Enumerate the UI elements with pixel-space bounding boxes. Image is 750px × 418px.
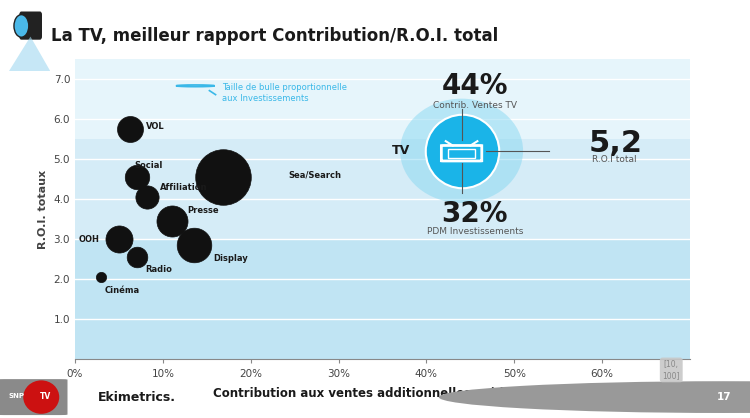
- Point: [130, 254, 142, 260]
- Text: Ekimetrics.: Ekimetrics.: [98, 390, 176, 404]
- Text: VOL: VOL: [146, 122, 165, 131]
- Point: [124, 125, 136, 132]
- Text: 44%: 44%: [442, 72, 508, 100]
- Text: PDM Investissements: PDM Investissements: [427, 227, 523, 236]
- Text: aux Investissements: aux Investissements: [222, 94, 308, 103]
- FancyBboxPatch shape: [0, 379, 68, 415]
- Text: 32%: 32%: [442, 200, 508, 228]
- Polygon shape: [9, 37, 50, 71]
- Text: R.O.I total: R.O.I total: [592, 155, 636, 164]
- Point: [188, 242, 200, 248]
- Text: Social: Social: [135, 161, 163, 170]
- Point: [141, 194, 153, 200]
- Text: Cinéma: Cinéma: [105, 286, 140, 295]
- Bar: [75, 59, 690, 139]
- Text: Taille de bulle proportionnelle: Taille de bulle proportionnelle: [222, 83, 346, 92]
- Point: [130, 173, 142, 180]
- Text: Affiliation: Affiliation: [160, 183, 208, 192]
- Point: [95, 274, 107, 280]
- Text: Display: Display: [213, 254, 248, 263]
- Point: [113, 236, 125, 242]
- FancyBboxPatch shape: [20, 12, 42, 40]
- Point: [217, 173, 229, 180]
- Circle shape: [439, 381, 750, 413]
- Bar: [75, 139, 690, 239]
- Bar: [75, 239, 690, 359]
- Text: TV: TV: [392, 144, 410, 157]
- Text: 5,2: 5,2: [589, 129, 643, 158]
- Text: La TV, meilleur rapport Contribution/R.O.I. total: La TV, meilleur rapport Contribution/R.O…: [51, 26, 498, 45]
- Text: [10,
100]: [10, 100]: [662, 360, 680, 380]
- Text: SNP: SNP: [8, 393, 25, 399]
- Text: Sea/Search: Sea/Search: [289, 171, 341, 179]
- Text: OOH: OOH: [79, 234, 100, 244]
- Y-axis label: R.O.I. totaux: R.O.I. totaux: [38, 169, 48, 249]
- Text: Radio: Radio: [146, 265, 172, 274]
- Text: 17: 17: [716, 392, 731, 402]
- Text: Presse: Presse: [188, 206, 219, 214]
- Ellipse shape: [400, 99, 523, 203]
- Circle shape: [14, 15, 28, 37]
- Text: Contrib. Ventes TV: Contrib. Ventes TV: [433, 102, 517, 110]
- Ellipse shape: [23, 380, 59, 414]
- Point: [166, 218, 178, 224]
- X-axis label: Contribution aux ventes additionnelles média en %: Contribution aux ventes additionnelles m…: [213, 387, 552, 400]
- Point: [455, 148, 467, 154]
- Text: TV: TV: [39, 392, 51, 401]
